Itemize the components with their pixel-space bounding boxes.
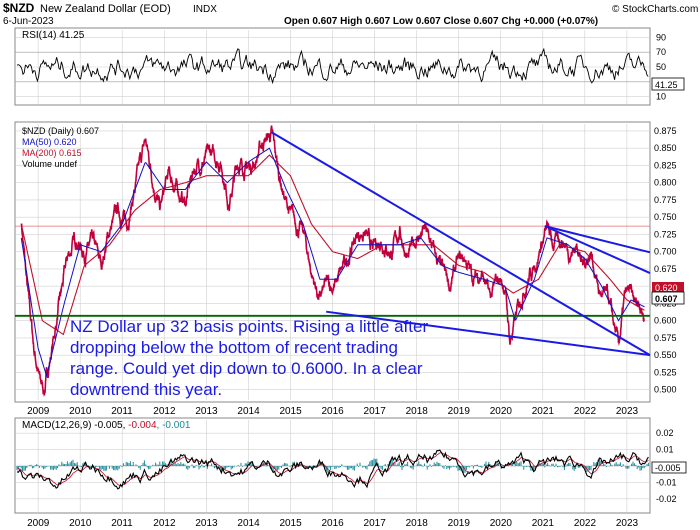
header-name: New Zealand Dollar (EOD) bbox=[40, 3, 171, 15]
macd-legend-signal: -0.004 bbox=[128, 420, 157, 431]
header-exchange: INDX bbox=[193, 4, 217, 15]
x-tick-label: 2012 bbox=[153, 518, 176, 529]
price-tick-label: 0.550 bbox=[654, 350, 677, 360]
x-tick-label: 2010 bbox=[69, 406, 92, 417]
price-legend-1: MA(50) 0.620 bbox=[22, 137, 77, 147]
rsi-panel bbox=[14, 27, 651, 106]
macd-value-label: -0.005 bbox=[655, 463, 681, 473]
x-tick-label: 2012 bbox=[153, 406, 176, 417]
rsi-tick-label: 50 bbox=[656, 62, 666, 72]
x-tick-label: 2015 bbox=[279, 518, 302, 529]
ma-value-tag bbox=[652, 282, 684, 293]
x-tick-label: 2019 bbox=[448, 518, 471, 529]
x-tick-label: 2021 bbox=[532, 406, 555, 417]
trendline-2 bbox=[544, 225, 651, 254]
price-tick-label: 0.825 bbox=[654, 160, 677, 170]
price-tick-label: 0.525 bbox=[654, 367, 677, 377]
x-tick-label: 2014 bbox=[237, 406, 260, 417]
x-tick-label: 2009 bbox=[27, 518, 50, 529]
rsi-line bbox=[16, 47, 649, 85]
x-tick-label: 2023 bbox=[616, 406, 639, 417]
x-tick-label: 2020 bbox=[490, 518, 513, 529]
price-tick-label: 0.875 bbox=[654, 126, 677, 136]
x-tick-label: 2017 bbox=[364, 518, 387, 529]
macd-tick-label: -0.01 bbox=[656, 477, 677, 487]
price-tick-label: 0.725 bbox=[654, 229, 677, 239]
ma200-line bbox=[20, 154, 645, 336]
price-tick-label: 0.750 bbox=[654, 212, 677, 222]
x-tick-label: 2011 bbox=[111, 406, 133, 417]
x-tick-label: 2010 bbox=[69, 518, 92, 529]
price-tick-label: 0.675 bbox=[654, 264, 677, 274]
header-symbol: $NZD bbox=[3, 1, 35, 15]
x-tick-label: 2014 bbox=[237, 518, 260, 529]
x-tick-label: 2019 bbox=[448, 406, 471, 417]
price-tick-label: 0.600 bbox=[654, 316, 677, 326]
rsi-tick-label: 10 bbox=[656, 92, 666, 102]
annotation-line-1: dropping below the bottom of recent trad… bbox=[70, 338, 398, 357]
macd-panel bbox=[14, 417, 651, 514]
x-tick-label: 2018 bbox=[406, 518, 429, 529]
trendline-0 bbox=[271, 131, 651, 357]
header-watermark: © StockCharts.com bbox=[612, 4, 698, 15]
annotation-line-0: NZ Dollar up 32 basis points. Rising a l… bbox=[70, 317, 428, 336]
x-tick-label: 2016 bbox=[322, 518, 345, 529]
rsi-value-tag bbox=[651, 77, 685, 91]
price-legend-2: MA(200) 0.615 bbox=[22, 148, 82, 158]
header-date: 6-Jun-2023 bbox=[3, 16, 54, 27]
annotation-line-3: downtrend this year. bbox=[70, 380, 222, 399]
price-tick-label: 0.850 bbox=[654, 143, 677, 153]
rsi-tick-label: 90 bbox=[656, 32, 666, 42]
macd-legend: MACD(12,26,9) -0.005, -0.004, -0.001 bbox=[22, 420, 191, 431]
price-legend-3: Volume undef bbox=[22, 159, 78, 169]
x-tick-label: 2022 bbox=[574, 406, 597, 417]
price-tick-label: 0.700 bbox=[654, 247, 677, 257]
price-tick-label: 0.575 bbox=[654, 333, 677, 343]
x-tick-label: 2009 bbox=[27, 406, 50, 417]
ma50-line bbox=[20, 147, 645, 378]
x-tick-label: 2015 bbox=[279, 406, 302, 417]
x-tick-label: 2022 bbox=[574, 518, 597, 529]
macd-tick-label: 0.01 bbox=[656, 445, 674, 455]
trendline-1 bbox=[326, 310, 651, 357]
grid-lines bbox=[15, 30, 650, 512]
price-value-tag bbox=[651, 291, 685, 305]
x-tick-label: 2013 bbox=[195, 518, 218, 529]
price-panel bbox=[14, 121, 651, 403]
x-tick-label: 2021 bbox=[532, 518, 555, 529]
x-tick-label: 2017 bbox=[364, 406, 387, 417]
annotation-line-2: range. Could yet dip down to 0.6000. In … bbox=[70, 359, 423, 378]
header-quote: Open 0.607 High 0.607 Low 0.607 Close 0.… bbox=[284, 16, 598, 27]
ma-value-label: 0.620 bbox=[655, 283, 678, 293]
x-tick-label: 2011 bbox=[111, 518, 133, 529]
rsi-tick-label: 70 bbox=[656, 47, 666, 57]
price-tick-label: 0.800 bbox=[654, 178, 677, 188]
macd-line bbox=[16, 449, 649, 490]
price-tick-label: 0.500 bbox=[654, 385, 677, 395]
label-layer: 0.875 0.850 0.825 0.800 0.775 0.750 0.725 0.700… bbox=[27, 32, 676, 529]
price-legend-0: $NZD (Daily) 0.607 bbox=[22, 126, 99, 136]
price-tick-label: 0.775 bbox=[654, 195, 677, 205]
rsi-value-label: 41.25 bbox=[655, 80, 678, 90]
rsi-legend: RSI(14) 41.25 bbox=[22, 30, 85, 41]
macd-tick-label: 0.02 bbox=[656, 428, 674, 438]
macd-value-tag bbox=[651, 461, 687, 474]
macd-legend-hist: , -0.001 bbox=[157, 420, 191, 431]
series-layer bbox=[15, 47, 651, 490]
x-tick-label: 2020 bbox=[490, 406, 513, 417]
price-value-label: 0.607 bbox=[655, 294, 678, 304]
trendline-3 bbox=[544, 225, 651, 274]
macd-tick-label: -0.02 bbox=[656, 494, 677, 504]
x-tick-label: 2013 bbox=[195, 406, 218, 417]
x-tick-label: 2018 bbox=[406, 406, 429, 417]
x-tick-label: 2016 bbox=[322, 406, 345, 417]
x-tick-label: 2023 bbox=[616, 518, 639, 529]
macd-legend-macd: MACD(12,26,9) -0.005, bbox=[22, 420, 128, 431]
